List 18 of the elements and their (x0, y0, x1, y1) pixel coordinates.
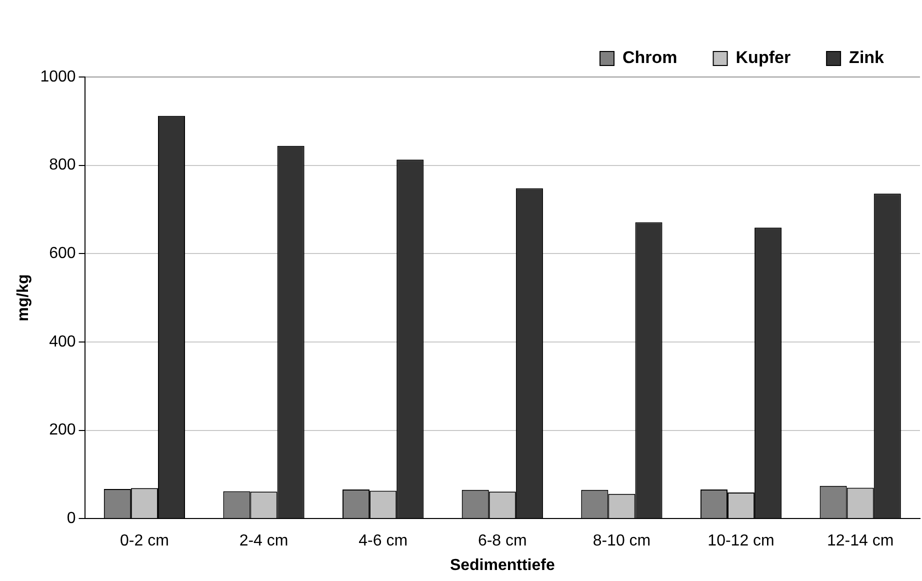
x-tick-label: 12-14 cm (826, 532, 894, 550)
legend-label: Zink (849, 48, 885, 68)
x-tick-label: 2-4 cm (239, 532, 288, 550)
y-tick-label: 0 (66, 510, 76, 528)
x-tick-label: 10-12 cm (708, 532, 774, 550)
x-tick-label: 8-10 cm (592, 532, 651, 550)
x-tick-label: 4-6 cm (358, 532, 408, 550)
y-tick-label: 400 (49, 333, 76, 350)
y-tick-label: 800 (49, 156, 76, 174)
legend-label: Kupfer (736, 48, 791, 68)
y-tick-label: 200 (49, 422, 76, 439)
y-tick-label: 1000 (40, 68, 76, 86)
legend-label: Chrom (622, 48, 678, 68)
y-tick-label: 600 (49, 245, 76, 262)
y-axis-title: mg/kg (15, 274, 32, 322)
x-axis-title: Sedimenttiefe (450, 556, 555, 574)
x-tick-label: 0-2 cm (120, 532, 169, 550)
x-tick-label: 6-8 cm (478, 532, 527, 550)
